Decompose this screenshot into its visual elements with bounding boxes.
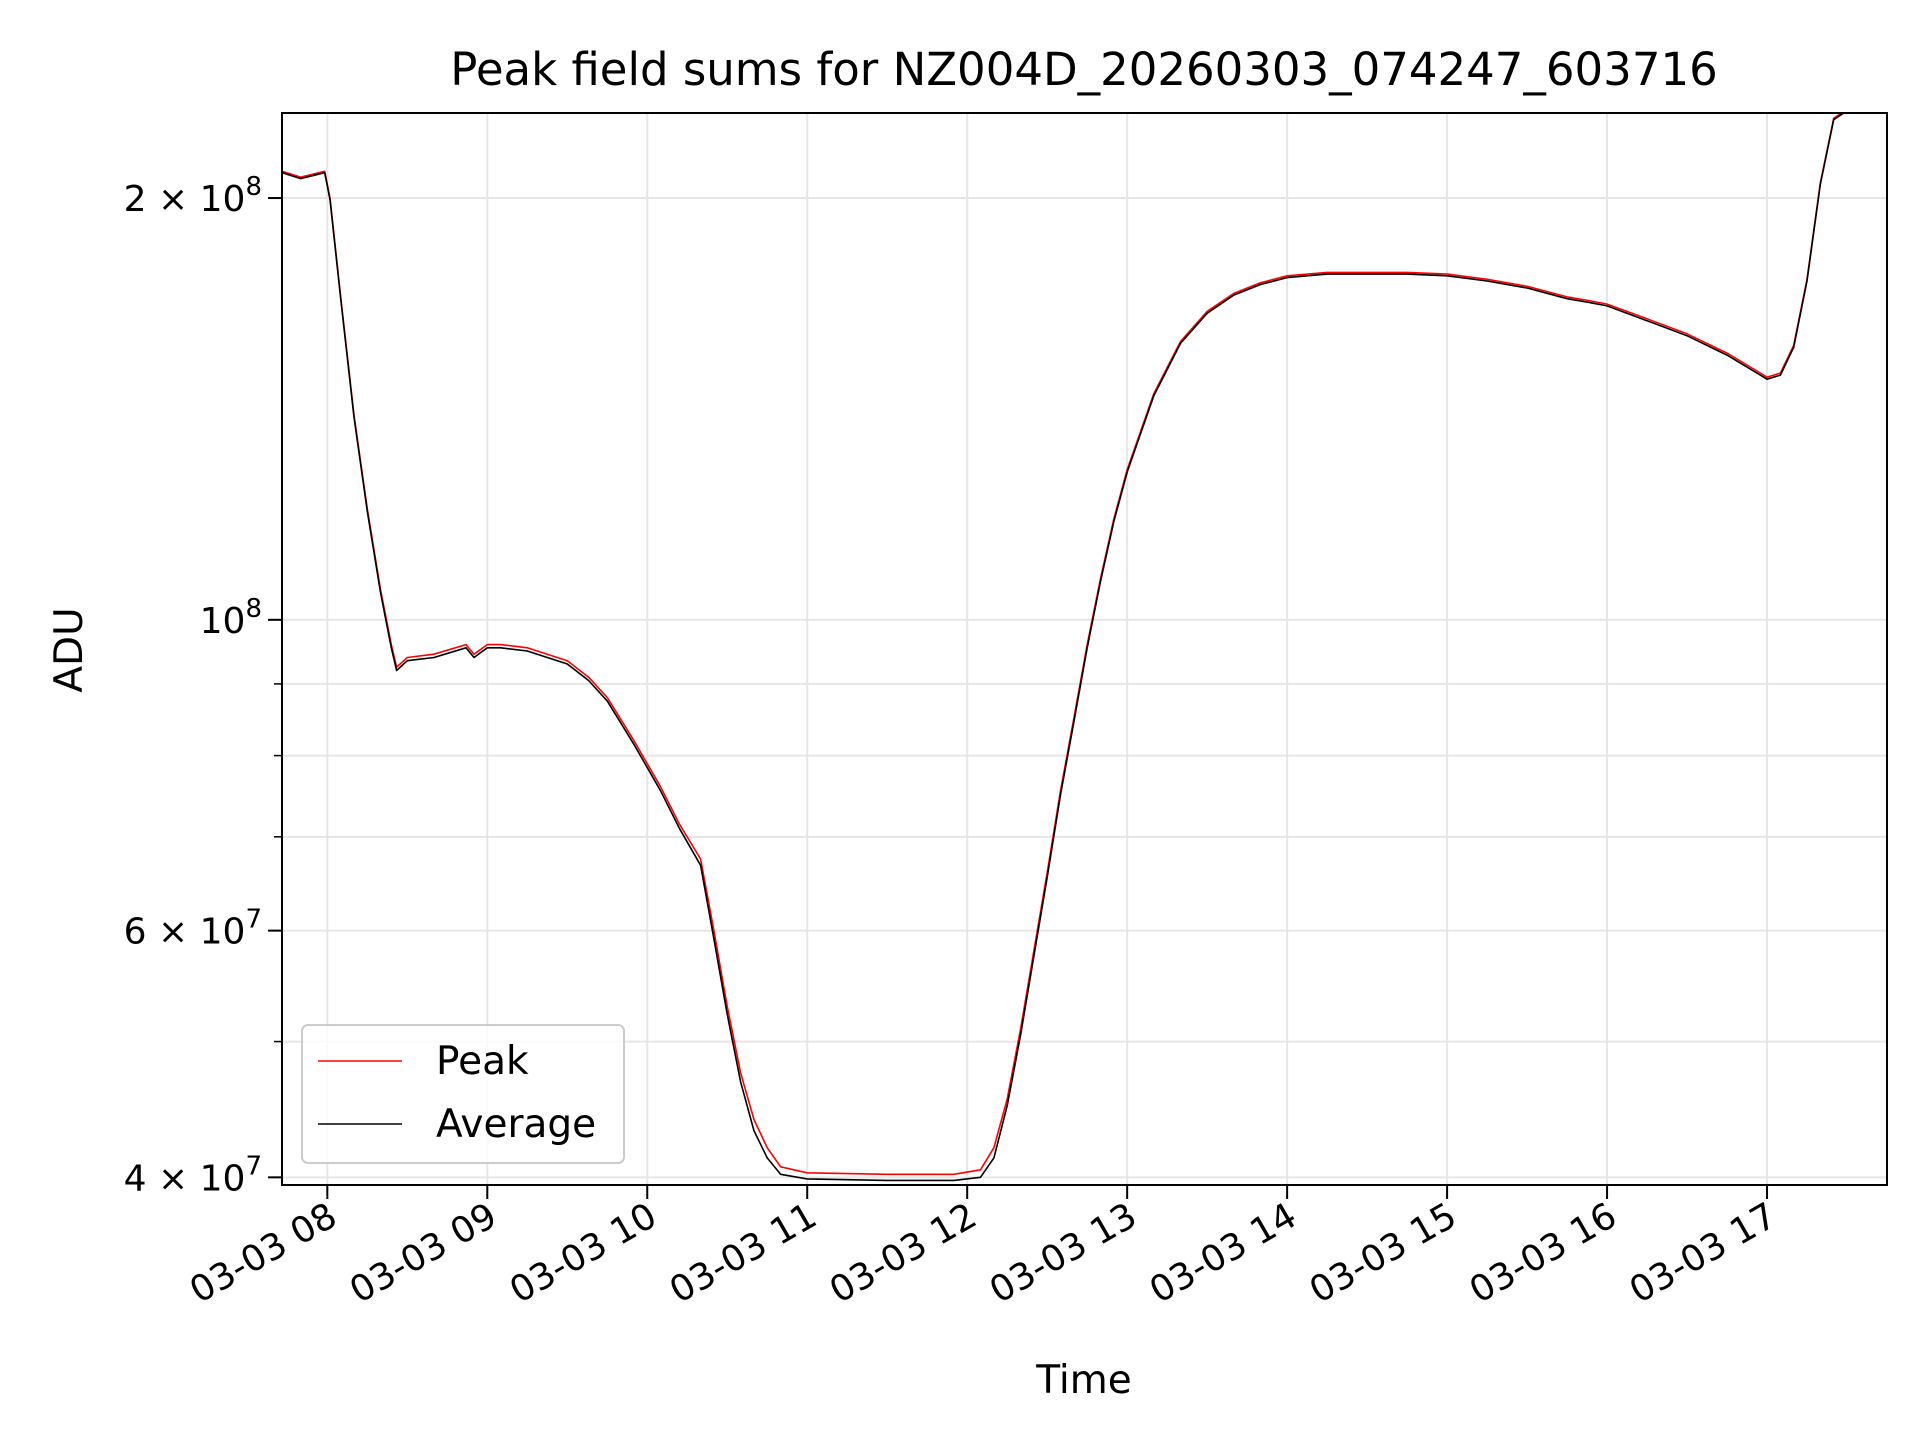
x-axis-label: Time <box>1035 1358 1131 1403</box>
chart-title: Peak field sums for NZ004D_20260303_0742… <box>450 43 1717 96</box>
y-tick-label: 2 × 108 <box>124 172 262 220</box>
y-tick-label: 6 × 107 <box>124 905 262 953</box>
series-line-peak <box>282 113 1844 1176</box>
plot-frame <box>281 112 1888 1186</box>
grid <box>282 113 1887 1185</box>
y-axis-label: ADU <box>47 607 92 692</box>
legend: Peak Average <box>301 1024 625 1164</box>
legend-box <box>301 1024 625 1164</box>
legend-label-average: Average <box>436 1102 596 1147</box>
y-axis-ticks: 4 × 107 6 × 107 108 2 × 108 <box>124 172 282 1199</box>
series-layer <box>282 113 1846 1182</box>
legend-label-peak: Peak <box>436 1039 529 1084</box>
y-tick-label: 4 × 107 <box>124 1151 262 1199</box>
y-tick-label: 108 <box>200 594 262 642</box>
series-line-average <box>282 113 1846 1182</box>
